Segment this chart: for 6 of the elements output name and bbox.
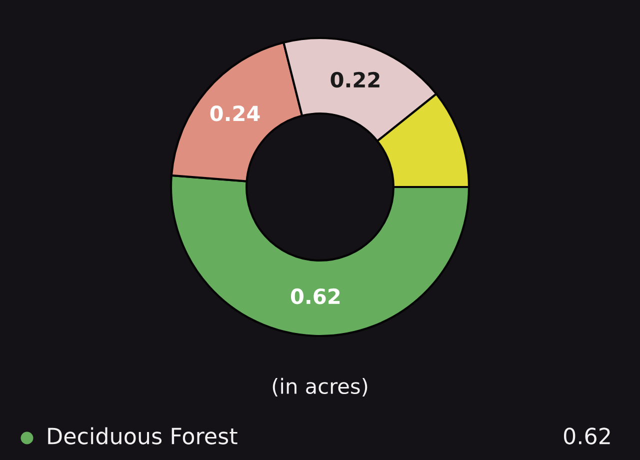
data-label: 0.62 [290, 288, 340, 304]
text: (in acres) [272, 378, 368, 396]
legend-label: Deciduous Forest [48, 427, 238, 444]
data-label: 0.24 [210, 106, 260, 122]
data-label: 0.22 [330, 72, 380, 88]
text: 0.62 [564, 428, 610, 444]
